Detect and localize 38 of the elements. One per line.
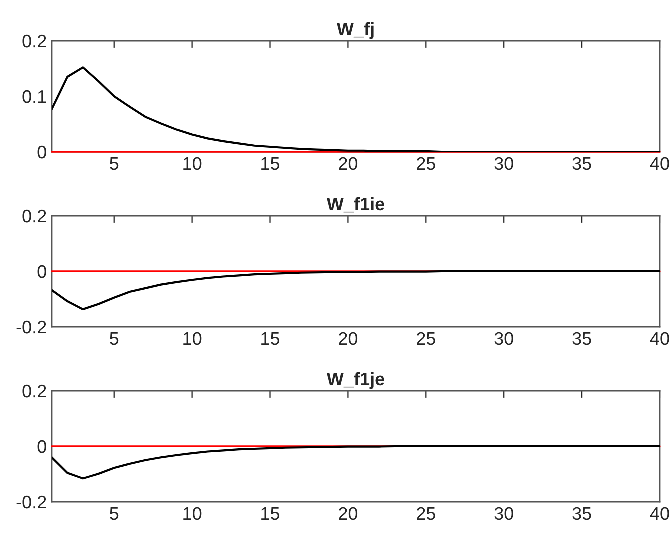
x-tick-label: 25 [417, 157, 436, 170]
y-tick-label: 0.2 [22, 210, 46, 223]
x-tick-label: 10 [184, 507, 202, 520]
x-tick-label: 35 [572, 157, 592, 170]
y-tick-label: 0.2 [22, 384, 46, 398]
y-tick-label: 0 [38, 146, 46, 159]
chart-title: W_fj [336, 22, 374, 40]
x-tick-label: 35 [572, 507, 592, 520]
x-tick-label: 20 [339, 157, 358, 170]
x-tick-label: 10 [184, 157, 202, 170]
line-series [52, 270, 660, 311]
line-series [52, 445, 660, 480]
x-tick-label: 15 [262, 508, 280, 520]
x-tick-label: 5 [110, 158, 119, 170]
x-tick-label: 30 [494, 507, 514, 520]
x-tick-label: 25 [417, 332, 436, 346]
x-tick-label: 30 [494, 332, 514, 346]
x-tick-label: 25 [417, 507, 436, 520]
y-tick-label: -0.2 [16, 496, 46, 509]
x-tick-label: 5 [110, 332, 119, 346]
x-tick-label: 10 [184, 332, 202, 346]
chart-title: W_f1je [326, 372, 384, 390]
x-tick-label: 20 [339, 332, 358, 346]
y-tick-label: 0.1 [22, 90, 46, 104]
x-tick-label: 15 [262, 158, 280, 170]
x-tick-label: 35 [572, 332, 592, 346]
x-tick-label: 15 [262, 332, 280, 346]
x-tick-label: 20 [339, 507, 358, 520]
x-tick-label: 30 [494, 157, 514, 170]
y-tick-label: 0 [38, 265, 46, 278]
y-tick-label: 0 [38, 440, 46, 454]
x-tick-label: 40 [650, 507, 670, 520]
chart-title: W_f1ie [326, 197, 384, 213]
x-tick-label: 40 [650, 332, 670, 346]
y-tick-label: 0.2 [22, 34, 46, 48]
y-tick-label: -0.2 [16, 320, 46, 334]
x-tick-label: 5 [110, 508, 119, 520]
x-tick-label: 40 [650, 157, 670, 170]
